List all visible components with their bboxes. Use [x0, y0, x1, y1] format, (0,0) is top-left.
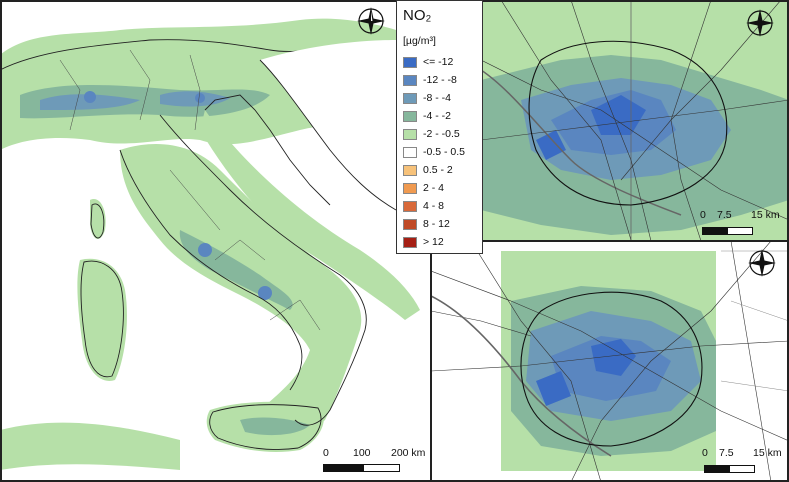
scale-label-end: 200 km	[391, 447, 426, 459]
legend-item: > 12	[403, 236, 483, 249]
scale-bar-rome-bottom: 0 7.5 15 km	[702, 447, 789, 477]
compass-rose-icon	[746, 9, 774, 37]
scale-label-0: 0	[323, 447, 329, 459]
scale-label-0: 0	[702, 447, 708, 459]
scale-segment-light	[363, 464, 400, 472]
legend-label: -4 - -2	[423, 110, 452, 122]
legend-label: 4 - 8	[423, 200, 445, 212]
legend-swatch	[403, 219, 417, 230]
scale-bar-rome-top: 0 7.5 15 km	[700, 209, 789, 239]
legend-swatch	[403, 129, 417, 140]
legend-item: -4 - -2	[403, 110, 483, 123]
legend-label: -12 - -8	[423, 74, 457, 86]
legend: NO₂ [µg/m³] <= -12 -12 - -8 -8 - -4 -4 - -2…	[396, 0, 483, 254]
legend-swatch	[403, 237, 417, 248]
legend-swatch	[403, 57, 417, 68]
scale-segment-dark	[702, 227, 727, 235]
legend-item: -2 - -0.5	[403, 128, 483, 141]
rome-detail-map-top: 0 7.5 15 km	[481, 0, 789, 241]
legend-item: 0.5 - 2	[403, 164, 483, 177]
italy-map-panel: 0 100 200 km	[0, 7, 431, 477]
legend-swatch	[403, 147, 417, 158]
legend-item: -0.5 - 0.5	[403, 146, 483, 159]
legend-swatch	[403, 93, 417, 104]
legend-label: -2 - -0.5	[423, 128, 460, 140]
scale-segment-dark	[704, 465, 729, 473]
scale-label-end: 15 km	[753, 447, 782, 459]
rome-map-bottom	[431, 241, 789, 482]
legend-item: <= -12	[403, 56, 483, 69]
scale-label-0: 0	[700, 209, 706, 221]
legend-label: <= -12	[423, 56, 454, 68]
legend-label: -8 - -4	[423, 92, 452, 104]
legend-label: 2 - 4	[423, 182, 445, 194]
scale-label-mid: 7.5	[719, 447, 734, 459]
rome-detail-map-bottom: 0 7.5 15 km	[431, 241, 789, 482]
compass-rose-icon	[357, 7, 385, 35]
legend-swatch	[403, 201, 417, 212]
scale-label-end: 15 km	[751, 209, 780, 221]
legend-unit: [µg/m³]	[403, 35, 436, 47]
legend-title: NO₂	[403, 7, 432, 24]
legend-swatch	[403, 165, 417, 176]
scale-bar-italy: 0 100 200 km	[323, 447, 431, 477]
compass-rose-icon	[748, 249, 776, 277]
legend-swatch	[403, 111, 417, 122]
legend-label: 8 - 12	[423, 218, 450, 230]
scale-segment-light	[729, 465, 755, 473]
legend-item: 2 - 4	[403, 182, 483, 195]
scale-segment-dark	[323, 464, 363, 472]
legend-swatch	[403, 183, 417, 194]
legend-label: > 12	[423, 236, 444, 248]
scale-segment-light	[727, 227, 753, 235]
legend-item: -12 - -8	[403, 74, 483, 87]
scale-label-mid: 7.5	[717, 209, 732, 221]
legend-swatch	[403, 75, 417, 86]
italy-map	[0, 18, 420, 470]
legend-item: 8 - 12	[403, 218, 483, 231]
legend-item: -8 - -4	[403, 92, 483, 105]
scale-label-mid: 100	[353, 447, 371, 459]
legend-label: 0.5 - 2	[423, 164, 453, 176]
legend-label: -0.5 - 0.5	[423, 146, 466, 158]
rome-map-top	[481, 0, 789, 241]
legend-item: 4 - 8	[403, 200, 483, 213]
